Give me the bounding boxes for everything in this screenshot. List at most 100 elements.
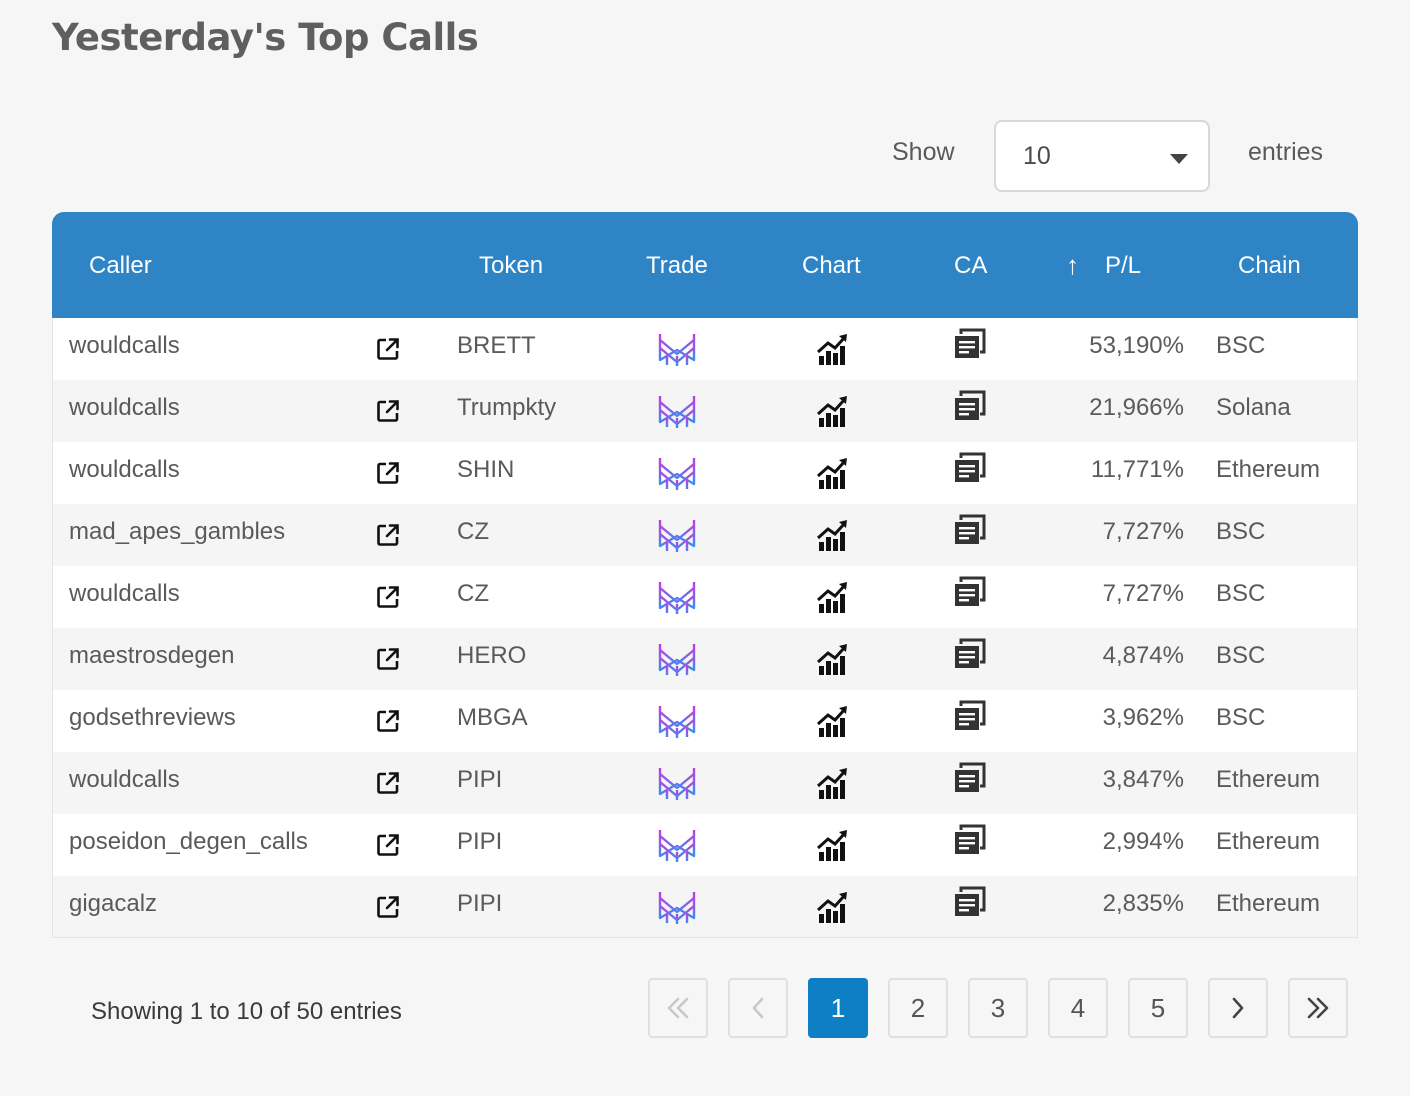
external-link-icon[interactable] xyxy=(375,894,401,925)
trade-icon[interactable] xyxy=(657,392,697,435)
trade-icon[interactable] xyxy=(657,330,697,373)
chart-icon[interactable] xyxy=(816,580,850,619)
chart-icon[interactable] xyxy=(816,828,850,867)
previous-page-button[interactable] xyxy=(728,978,788,1038)
pl-cell: 2,994% xyxy=(1102,828,1184,855)
header-token[interactable]: Token xyxy=(479,252,544,279)
caller-cell[interactable]: godsethreviews xyxy=(69,704,236,731)
chain-cell: Ethereum xyxy=(1216,766,1321,793)
header-pl[interactable]: P/L xyxy=(1105,252,1142,279)
page-4-button[interactable]: 4 xyxy=(1048,978,1108,1038)
copy-icon[interactable] xyxy=(953,700,987,737)
copy-icon[interactable] xyxy=(953,328,987,365)
page-title: Yesterday's Top Calls xyxy=(52,16,479,59)
calls-table: Caller Token Trade Chart CA ↑ P/L Chain … xyxy=(52,212,1358,938)
table-body: wouldcalls BRETT 53,190% BSC wouldcalls Trump… xyxy=(52,318,1358,938)
chart-icon[interactable] xyxy=(816,456,850,495)
copy-icon[interactable] xyxy=(953,390,987,427)
copy-icon[interactable] xyxy=(953,762,987,799)
table-row: godsethreviews MBGA 3,962% BSC xyxy=(52,690,1358,752)
external-link-icon[interactable] xyxy=(375,832,401,863)
trade-icon[interactable] xyxy=(657,578,697,621)
table-row: gigacalz PIPI 2,835% Ethereum xyxy=(52,876,1358,938)
copy-icon[interactable] xyxy=(953,638,987,675)
token-cell: CZ xyxy=(457,518,489,545)
copy-icon[interactable] xyxy=(953,576,987,613)
page-3-button[interactable]: 3 xyxy=(968,978,1028,1038)
header-chain[interactable]: Chain xyxy=(1238,252,1301,279)
header-ca[interactable]: CA xyxy=(954,252,988,279)
chain-cell: Solana xyxy=(1216,394,1291,421)
pl-cell: 3,847% xyxy=(1102,766,1184,793)
token-cell: PIPI xyxy=(457,890,503,917)
external-link-icon[interactable] xyxy=(375,646,401,677)
external-link-icon[interactable] xyxy=(375,584,401,615)
pl-cell: 11,771% xyxy=(1091,456,1184,483)
caller-cell[interactable]: wouldcalls xyxy=(69,580,180,607)
table-row: wouldcalls SHIN 11,771% Ethereum xyxy=(52,442,1358,504)
arrow-up-icon: ↑ xyxy=(1066,250,1079,280)
caller-cell[interactable]: wouldcalls xyxy=(69,332,180,359)
trade-icon[interactable] xyxy=(657,702,697,745)
copy-icon[interactable] xyxy=(953,514,987,551)
copy-icon[interactable] xyxy=(953,886,987,923)
first-page-button[interactable] xyxy=(648,978,708,1038)
chart-icon[interactable] xyxy=(816,704,850,743)
external-link-icon[interactable] xyxy=(375,770,401,801)
trade-icon[interactable] xyxy=(657,764,697,807)
pl-cell: 7,727% xyxy=(1102,580,1184,607)
trade-icon[interactable] xyxy=(657,640,697,683)
chart-icon[interactable] xyxy=(816,890,850,929)
page-1-button[interactable]: 1 xyxy=(808,978,868,1038)
header-caller[interactable]: Caller xyxy=(89,252,152,279)
chart-icon[interactable] xyxy=(816,642,850,681)
external-link-icon[interactable] xyxy=(375,522,401,553)
token-cell: SHIN xyxy=(457,456,515,483)
pl-cell: 2,835% xyxy=(1102,890,1184,917)
caller-cell[interactable]: mad_apes_gambles xyxy=(69,518,286,545)
table-row: wouldcalls PIPI 3,847% Ethereum xyxy=(52,752,1358,814)
trade-icon[interactable] xyxy=(657,888,697,931)
last-page-button[interactable] xyxy=(1288,978,1348,1038)
page-5-button[interactable]: 5 xyxy=(1128,978,1188,1038)
external-link-icon[interactable] xyxy=(375,708,401,739)
external-link-icon[interactable] xyxy=(375,336,401,367)
header-trade[interactable]: Trade xyxy=(646,252,708,279)
caller-cell[interactable]: maestrosdegen xyxy=(69,642,235,669)
chart-icon[interactable] xyxy=(816,394,850,433)
external-link-icon[interactable] xyxy=(375,460,401,491)
entries-label: entries xyxy=(1248,138,1324,166)
chart-icon[interactable] xyxy=(816,332,850,371)
page-2-button[interactable]: 2 xyxy=(888,978,948,1038)
chart-icon[interactable] xyxy=(816,518,850,557)
entries-select-value: 10 xyxy=(1023,142,1051,170)
caller-cell[interactable]: wouldcalls xyxy=(69,394,180,421)
token-cell: HERO xyxy=(457,642,527,669)
pl-cell: 21,966% xyxy=(1089,394,1184,421)
chain-cell: Ethereum xyxy=(1216,890,1321,917)
chain-cell: BSC xyxy=(1216,642,1266,669)
next-page-button[interactable] xyxy=(1208,978,1268,1038)
chart-icon[interactable] xyxy=(816,766,850,805)
trade-icon[interactable] xyxy=(657,516,697,559)
chain-cell: BSC xyxy=(1216,518,1266,545)
copy-icon[interactable] xyxy=(953,452,987,489)
copy-icon[interactable] xyxy=(953,824,987,861)
header-chart[interactable]: Chart xyxy=(802,252,861,279)
caller-cell[interactable]: poseidon_degen_calls xyxy=(69,828,308,855)
caller-cell[interactable]: gigacalz xyxy=(69,890,158,917)
show-label: Show xyxy=(892,138,955,166)
table-info: Showing 1 to 10 of 50 entries xyxy=(91,998,402,1025)
chain-cell: BSC xyxy=(1216,580,1266,607)
entries-per-page-select[interactable]: 10 xyxy=(994,120,1210,192)
trade-icon[interactable] xyxy=(657,454,697,497)
pl-cell: 3,962% xyxy=(1102,704,1184,731)
caller-cell[interactable]: wouldcalls xyxy=(69,456,180,483)
table-header: Caller Token Trade Chart CA ↑ P/L Chain xyxy=(52,212,1358,318)
pl-cell: 7,727% xyxy=(1102,518,1184,545)
table-row: maestrosdegen HERO 4,874% BSC xyxy=(52,628,1358,690)
pl-cell: 53,190% xyxy=(1089,332,1184,359)
trade-icon[interactable] xyxy=(657,826,697,869)
external-link-icon[interactable] xyxy=(375,398,401,429)
caller-cell[interactable]: wouldcalls xyxy=(69,766,180,793)
